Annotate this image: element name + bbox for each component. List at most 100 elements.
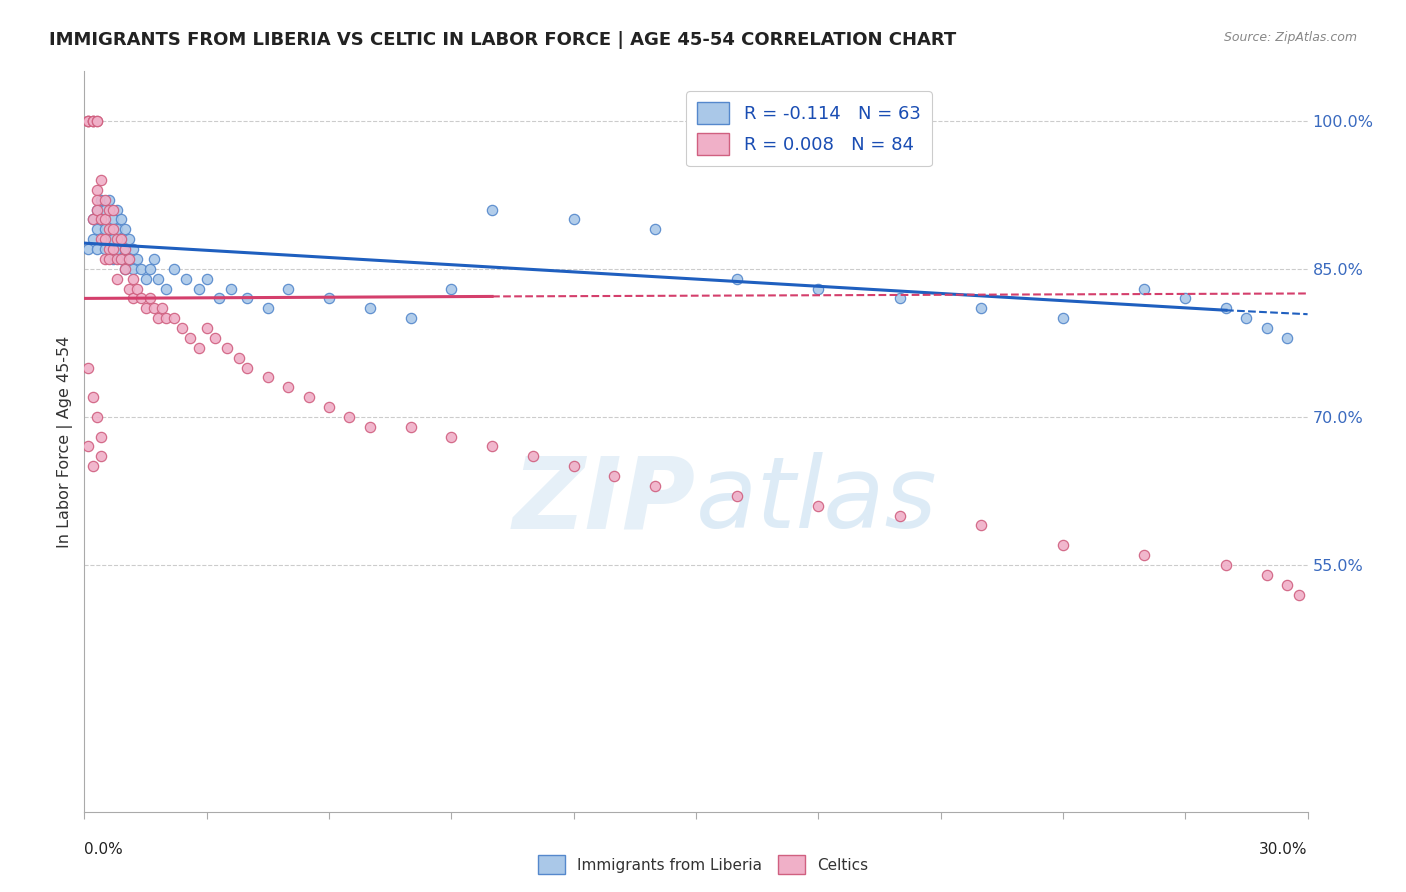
Point [399,419,422,434]
Point [257,301,280,316]
Point [97,232,120,246]
Point [97,193,120,207]
Point [562,212,585,227]
Text: IMMIGRANTS FROM LIBERIA VS CELTIC IN LABOR FORCE | AGE 45-54 CORRELATION CHART: IMMIGRANTS FROM LIBERIA VS CELTIC IN LAB… [49,31,956,49]
Point [399,311,422,326]
Point [277,281,299,295]
Legend: Immigrants from Liberia, Celtics: Immigrants from Liberia, Celtics [531,849,875,880]
Point [93,232,115,246]
Point [146,271,169,285]
Point [135,271,157,285]
Point [90,193,112,207]
Point [118,252,141,266]
Point [97,242,120,256]
Point [105,232,128,246]
Point [138,292,160,306]
Point [77,113,100,128]
Point [174,271,197,285]
Point [1236,311,1258,326]
Point [1288,588,1310,602]
Point [359,301,381,316]
Point [150,301,173,316]
Point [481,202,503,217]
Text: 30.0%: 30.0% [1260,842,1308,857]
Point [122,271,145,285]
Point [318,292,340,306]
Point [86,193,108,207]
Point [1277,331,1299,345]
Point [219,281,242,295]
Point [93,202,115,217]
Point [172,321,194,335]
Point [195,321,218,335]
Point [110,252,132,266]
Point [807,281,830,295]
Point [77,113,100,128]
Point [562,459,585,474]
Point [163,261,186,276]
Point [131,292,153,306]
Point [77,113,100,128]
Point [122,242,145,256]
Point [82,232,104,246]
Point [298,390,321,404]
Point [277,380,299,394]
Point [114,242,136,256]
Point [339,409,361,424]
Point [118,252,141,266]
Point [93,222,115,236]
Point [82,113,104,128]
Point [1133,281,1156,295]
Point [1277,577,1299,591]
Point [105,242,128,256]
Point [93,212,115,227]
Point [131,261,153,276]
Point [101,242,124,256]
Point [101,252,124,266]
Text: atlas: atlas [696,452,938,549]
Point [155,311,177,326]
Point [114,222,136,236]
Point [1215,558,1237,572]
Point [93,252,115,266]
Point [318,400,340,414]
Point [86,113,108,128]
Text: ZIP: ZIP [513,452,696,549]
Point [970,301,993,316]
Point [208,292,231,306]
Point [138,261,160,276]
Point [127,252,149,266]
Point [257,370,280,384]
Point [82,212,104,227]
Point [889,508,911,523]
Point [97,202,120,217]
Point [1256,567,1278,582]
Point [82,459,104,474]
Point [122,292,145,306]
Point [82,390,104,404]
Point [118,232,141,246]
Point [440,429,463,443]
Point [725,271,748,285]
Point [90,212,112,227]
Point [1133,548,1156,562]
Point [122,261,145,276]
Point [82,113,104,128]
Point [110,232,132,246]
Point [644,222,666,236]
Point [127,281,149,295]
Y-axis label: In Labor Force | Age 45-54: In Labor Force | Age 45-54 [58,335,73,548]
Point [1052,538,1074,552]
Point [101,232,124,246]
Point [110,252,132,266]
Point [86,409,108,424]
Point [603,469,626,483]
Point [135,301,157,316]
Point [105,252,128,266]
Point [236,360,259,375]
Point [236,292,259,306]
Point [889,292,911,306]
Text: 0.0%: 0.0% [84,842,124,857]
Point [82,212,104,227]
Point [725,489,748,503]
